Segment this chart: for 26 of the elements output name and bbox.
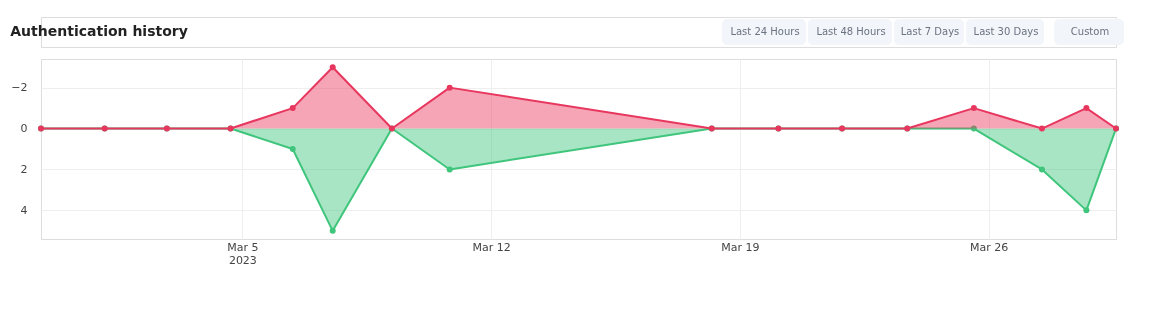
point: [1038, 125, 1045, 132]
point: [970, 105, 977, 112]
point: [1038, 166, 1045, 173]
text: Last 48 Hours: [816, 26, 886, 37]
y-tick-label: 2: [20, 162, 28, 176]
y-tick-label: 0: [20, 122, 28, 136]
text: Last 30 Days: [973, 26, 1039, 37]
x-tick-label: Mar 26: [970, 240, 1009, 254]
point: [289, 146, 296, 152]
x-tick-label: Mar 12: [472, 240, 511, 254]
point: [970, 125, 977, 132]
point: [446, 166, 453, 173]
point: [446, 84, 453, 91]
x-tick-label: Mar 19: [721, 240, 760, 254]
point: [329, 227, 336, 234]
point: [1083, 207, 1090, 214]
text: Last 7 Days: [900, 26, 960, 37]
y-tick-label: 4: [20, 203, 28, 217]
text: Custom: [1070, 26, 1110, 37]
text: Last 24 Hours: [730, 26, 800, 37]
chart-title: Authentication history: [10, 22, 188, 39]
x-tick-label: Mar 5 2023: [227, 240, 259, 267]
y-tick-label: −2: [11, 81, 28, 95]
point: [329, 64, 336, 71]
point: [289, 105, 296, 112]
point: [1083, 105, 1090, 112]
